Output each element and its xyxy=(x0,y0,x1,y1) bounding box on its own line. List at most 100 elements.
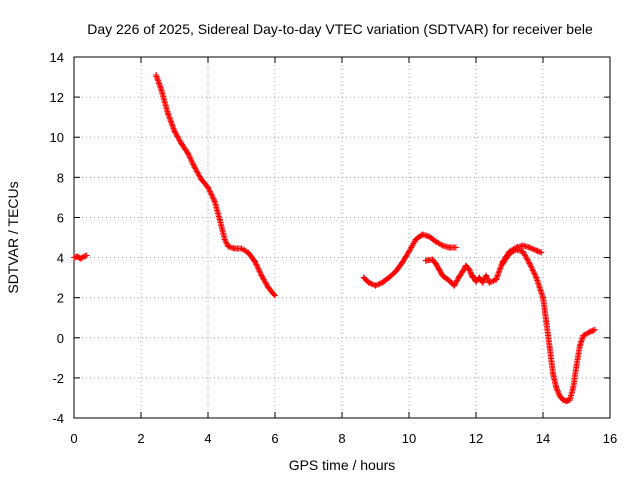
data-marker xyxy=(483,274,490,281)
data-marker xyxy=(529,245,536,252)
data-marker xyxy=(167,118,174,125)
data-marker xyxy=(554,387,561,394)
data-series xyxy=(71,72,598,404)
y-tick-label: -4 xyxy=(52,411,64,426)
data-point xyxy=(385,274,392,281)
data-marker xyxy=(452,280,459,287)
chart-grid xyxy=(74,57,610,418)
y-tick-label: 0 xyxy=(57,331,64,346)
y-tick-label: 2 xyxy=(57,291,64,306)
data-point xyxy=(573,362,580,369)
data-marker xyxy=(521,251,528,258)
data-marker xyxy=(530,268,537,275)
data-marker xyxy=(253,261,260,268)
data-point xyxy=(439,242,446,249)
data-marker xyxy=(194,169,201,176)
data-marker xyxy=(223,239,230,246)
data-marker xyxy=(373,282,380,289)
data-marker xyxy=(156,80,163,87)
data-point xyxy=(225,243,232,250)
data-point xyxy=(566,396,573,403)
data-marker xyxy=(451,281,458,288)
data-marker xyxy=(207,189,214,196)
data-marker xyxy=(260,276,267,283)
data-marker xyxy=(590,327,597,334)
y-axis: -4 -2 0 2 4 6 8 10 12 14 xyxy=(50,50,610,426)
data-marker xyxy=(375,281,382,288)
data-marker xyxy=(527,245,534,252)
data-point xyxy=(158,86,165,93)
data-marker xyxy=(260,275,267,282)
y-tick-label: -2 xyxy=(52,371,64,386)
data-marker xyxy=(529,266,536,273)
data-marker xyxy=(453,278,460,285)
data-point xyxy=(570,384,577,391)
data-point xyxy=(184,150,191,157)
data-point xyxy=(419,231,426,238)
data-marker xyxy=(169,124,176,131)
data-point xyxy=(272,292,278,299)
data-marker xyxy=(522,252,529,259)
data-marker xyxy=(524,256,531,263)
data-marker xyxy=(155,79,162,86)
data-point xyxy=(258,272,265,279)
chart-title: Day 226 of 2025, Sidereal Day-to-day VTE… xyxy=(87,21,593,37)
data-marker xyxy=(188,157,195,164)
data-marker xyxy=(166,115,173,122)
data-marker xyxy=(497,264,504,271)
data-point xyxy=(466,266,473,273)
data-marker xyxy=(467,269,474,276)
data-marker xyxy=(156,81,163,88)
data-point xyxy=(473,278,479,285)
data-point xyxy=(493,276,500,283)
x-tick-label: 0 xyxy=(70,431,77,446)
data-point xyxy=(580,332,587,339)
data-point xyxy=(205,184,211,191)
y-tick-label: 10 xyxy=(50,130,64,145)
data-point xyxy=(560,396,567,403)
data-marker xyxy=(255,265,262,272)
data-point xyxy=(476,274,483,281)
series-segment xyxy=(153,72,278,299)
x-tick-label: 4 xyxy=(204,431,211,446)
data-marker xyxy=(494,273,501,280)
data-point xyxy=(251,258,258,265)
data-point xyxy=(452,244,459,251)
data-point xyxy=(191,164,198,171)
data-marker xyxy=(157,83,164,90)
data-marker xyxy=(555,388,562,395)
data-marker xyxy=(528,264,535,271)
data-marker xyxy=(535,248,542,255)
data-marker xyxy=(271,291,278,298)
data-marker xyxy=(454,276,461,283)
data-marker xyxy=(369,281,376,288)
data-point xyxy=(486,279,493,286)
data-point xyxy=(439,272,446,279)
data-point xyxy=(446,244,453,251)
data-marker xyxy=(193,166,200,173)
data-marker xyxy=(411,239,418,246)
data-marker xyxy=(257,271,264,278)
data-marker xyxy=(408,244,415,251)
data-point xyxy=(81,253,88,260)
data-point xyxy=(221,236,228,243)
data-point xyxy=(426,233,433,240)
data-point xyxy=(550,370,557,377)
data-marker xyxy=(193,168,200,175)
data-marker xyxy=(409,241,416,248)
data-point xyxy=(519,242,526,249)
data-marker xyxy=(522,253,529,260)
data-point xyxy=(216,216,223,223)
data-point xyxy=(178,140,185,147)
data-marker xyxy=(165,112,172,119)
data-point xyxy=(412,236,419,243)
data-point xyxy=(83,252,90,259)
data-point xyxy=(231,245,238,252)
data-point xyxy=(265,284,272,291)
data-marker xyxy=(176,137,183,144)
data-marker xyxy=(368,280,375,287)
data-point xyxy=(451,282,458,289)
data-marker xyxy=(454,277,461,284)
x-tick-label: 12 xyxy=(469,431,483,446)
